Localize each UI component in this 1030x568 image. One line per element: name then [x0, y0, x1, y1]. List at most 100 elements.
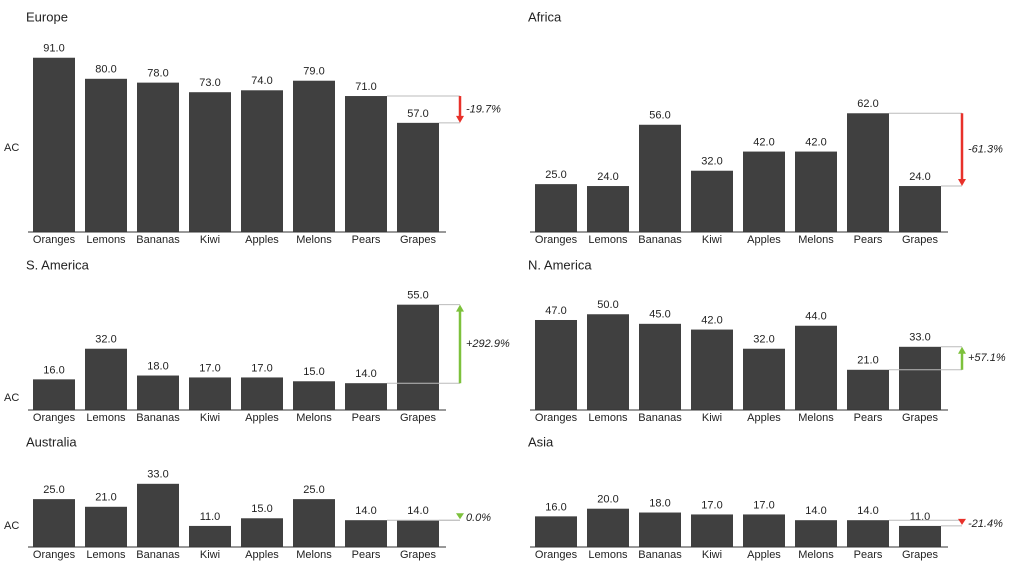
value-label: 62.0 — [857, 98, 878, 110]
bar — [535, 184, 577, 232]
bar — [33, 499, 75, 547]
bar — [345, 96, 387, 232]
x-tick-label: Grapes — [400, 549, 437, 561]
bar — [345, 383, 387, 410]
bar — [85, 348, 127, 410]
value-label: 42.0 — [701, 314, 722, 326]
x-tick-label: Oranges — [535, 412, 578, 424]
bar — [847, 369, 889, 410]
value-label: 80.0 — [95, 64, 116, 76]
x-tick-label: Grapes — [902, 412, 939, 424]
chart-title: N. America — [528, 257, 592, 272]
bar — [691, 514, 733, 547]
x-tick-label: Bananas — [136, 234, 180, 246]
bar — [189, 377, 231, 410]
bar — [795, 151, 837, 232]
bar — [795, 325, 837, 410]
value-label: 21.0 — [95, 492, 116, 504]
x-tick-label: Apples — [747, 412, 781, 424]
x-tick-label: Oranges — [33, 412, 76, 424]
value-label: 25.0 — [43, 484, 64, 496]
delta-arrowhead — [456, 115, 464, 123]
x-tick-label: Lemons — [588, 234, 628, 246]
value-label: 32.0 — [701, 156, 722, 168]
bar — [899, 186, 941, 232]
value-label: 14.0 — [805, 505, 826, 517]
delta-arrowhead — [958, 346, 966, 354]
x-tick-label: Bananas — [638, 234, 682, 246]
value-label: 18.0 — [147, 360, 168, 372]
bar — [639, 124, 681, 232]
x-tick-label: Apples — [747, 234, 781, 246]
x-tick-label: Melons — [798, 549, 834, 561]
x-tick-label: Oranges — [33, 549, 76, 561]
bar — [587, 508, 629, 547]
value-label: 42.0 — [753, 136, 774, 148]
value-label: 20.0 — [597, 494, 618, 506]
value-label: 21.0 — [857, 355, 878, 367]
bar — [397, 520, 439, 547]
value-label: 91.0 — [43, 43, 64, 55]
bar — [639, 323, 681, 410]
value-label: 16.0 — [545, 501, 566, 513]
value-label: 25.0 — [545, 169, 566, 181]
bar — [847, 113, 889, 232]
bar — [847, 520, 889, 547]
value-label: 14.0 — [407, 505, 428, 517]
value-label: 45.0 — [649, 309, 670, 321]
value-label: 17.0 — [199, 362, 220, 374]
x-tick-label: Bananas — [638, 549, 682, 561]
x-tick-label: Apples — [747, 549, 781, 561]
axis-label: AC — [4, 520, 19, 532]
x-tick-label: Lemons — [588, 412, 628, 424]
bar — [189, 525, 231, 547]
x-tick-label: Melons — [296, 234, 332, 246]
delta-arrowhead — [456, 304, 464, 312]
value-label: 71.0 — [355, 81, 376, 93]
bar — [535, 516, 577, 547]
bar — [293, 80, 335, 232]
delta-label: -61.3% — [968, 144, 1003, 156]
value-label: 25.0 — [303, 484, 324, 496]
bar — [33, 57, 75, 232]
axis-label: AC — [4, 142, 19, 154]
bar — [743, 348, 785, 410]
x-tick-label: Pears — [854, 412, 883, 424]
delta-label: 0.0% — [466, 512, 491, 524]
bar — [899, 346, 941, 410]
value-label: 14.0 — [857, 505, 878, 517]
value-label: 15.0 — [303, 366, 324, 378]
value-label: 50.0 — [597, 299, 618, 311]
value-label: 74.0 — [251, 75, 272, 87]
chart-title: Europe — [26, 9, 68, 24]
value-label: 44.0 — [805, 311, 826, 323]
value-label: 78.0 — [147, 68, 168, 80]
value-label: 33.0 — [147, 469, 168, 481]
bar — [743, 151, 785, 232]
x-tick-label: Kiwi — [702, 234, 722, 246]
x-tick-label: Pears — [352, 234, 381, 246]
delta-label: -19.7% — [466, 103, 501, 115]
x-tick-label: Grapes — [400, 234, 437, 246]
value-label: 17.0 — [251, 362, 272, 374]
x-tick-label: Grapes — [902, 234, 939, 246]
x-tick-label: Lemons — [588, 549, 628, 561]
x-tick-label: Kiwi — [702, 412, 722, 424]
axis-label: AC — [4, 392, 19, 404]
x-tick-label: Melons — [798, 412, 834, 424]
x-tick-label: Pears — [854, 549, 883, 561]
bar — [33, 379, 75, 410]
x-tick-label: Lemons — [86, 549, 126, 561]
value-label: 11.0 — [200, 511, 221, 523]
bar — [85, 78, 127, 232]
value-label: 14.0 — [355, 505, 376, 517]
value-label: 47.0 — [545, 305, 566, 317]
bar — [397, 122, 439, 232]
x-tick-label: Bananas — [136, 549, 180, 561]
bar — [137, 483, 179, 547]
x-tick-label: Pears — [352, 549, 381, 561]
value-label: 57.0 — [407, 108, 428, 120]
bar — [241, 90, 283, 232]
value-label: 14.0 — [355, 368, 376, 380]
